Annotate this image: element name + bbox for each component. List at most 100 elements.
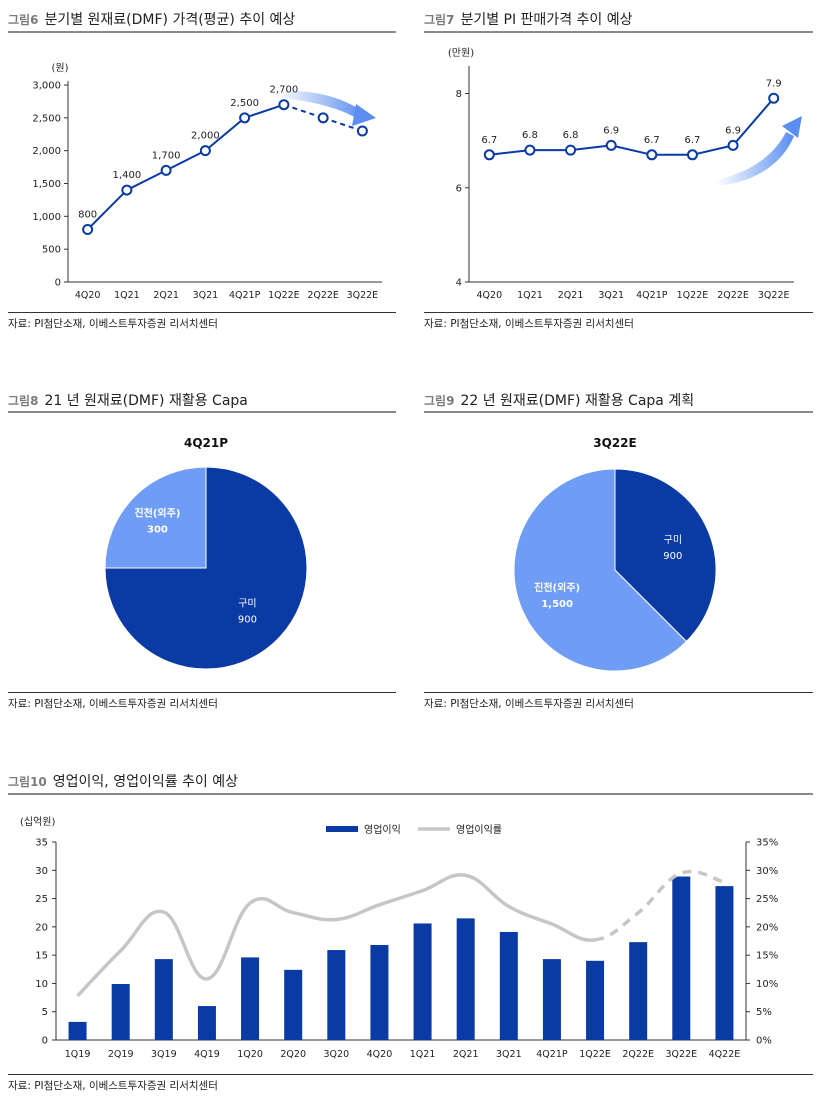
figure-7-chart: (만원) 4 6 8 4Q20 1Q21 2Q21 3Q21 4Q21P 1Q22E 2Q22E 3Q…	[448, 47, 802, 301]
y-axis-unit: (만원)	[448, 47, 474, 59]
x-tick-label: 2Q22E	[717, 290, 749, 301]
series-line-segment	[86, 189, 128, 231]
x-tick-label: 4Q21P	[636, 290, 668, 301]
legend-label-bar: 영업이익	[364, 823, 401, 836]
figure-10-bottom-rule	[8, 1074, 813, 1075]
data-label: 6.9	[725, 125, 741, 136]
x-tick-label: 3Q22E	[666, 1049, 698, 1060]
x-tick-label: 2Q22E	[622, 1049, 654, 1060]
data-label: 2,500	[230, 98, 259, 109]
y-tick-label: 0	[55, 278, 61, 289]
data-label: 6.9	[603, 125, 619, 136]
pie-title: 4Q21P	[184, 436, 228, 450]
series-line-segment	[283, 103, 324, 119]
figure-7-title: 그림7 분기별 PI 판매가격 추이 예상	[424, 9, 633, 29]
bar	[413, 923, 432, 1040]
data-label: 2,700	[270, 85, 299, 96]
series-line-segment	[322, 116, 363, 132]
y-tick-label: 25	[35, 894, 48, 905]
x-tick-label: 2Q20	[280, 1049, 306, 1060]
pie-title: 3Q22E	[593, 436, 636, 450]
x-tick-label: 4Q20	[477, 290, 503, 301]
figure-10-chart: (십억원) 0 5 10 15 20 25 30 35 0% 5% 10% 15% 20% 25% 30% 35…	[20, 816, 778, 1060]
x-tick-label: 4Q20	[367, 1049, 393, 1060]
pie-slice	[614, 468, 717, 643]
figure-7-source: 자료: PI첨단소재, 이베스트투자증권 리서치센터	[424, 318, 634, 330]
bar	[241, 957, 260, 1040]
figure-8-title: 그림8 21 년 원재료(DMF) 재활용 Capa	[8, 390, 248, 410]
bar	[370, 944, 389, 1040]
data-point	[605, 139, 617, 151]
data-label: 1,400	[113, 170, 142, 181]
x-tick-label: 3Q21	[496, 1049, 522, 1060]
data-label: 7.9	[766, 78, 782, 89]
data-label: 800	[78, 209, 97, 220]
y-tick-label: 500	[42, 245, 61, 256]
data-point	[317, 112, 329, 124]
figure-10-top-rule	[8, 793, 813, 795]
trend-arrow-body	[276, 91, 364, 120]
bar	[629, 942, 648, 1040]
bar	[284, 969, 303, 1040]
pie-slice-name: 진천(외주)	[534, 581, 580, 594]
series-line-segment	[610, 144, 653, 156]
figure-9-title: 그림9 22 년 원재료(DMF) 재활용 Capa 계획	[424, 390, 694, 410]
y-axis-unit: (원)	[51, 62, 68, 74]
x-tick-label: 2Q19	[108, 1049, 134, 1060]
x-tick-label: 3Q22E	[347, 290, 379, 301]
bar	[68, 1021, 87, 1040]
data-point	[356, 125, 368, 137]
data-label: 6.7	[481, 135, 497, 146]
y2-tick-label: 5%	[756, 1007, 772, 1018]
y2-tick-label: 10%	[756, 979, 778, 990]
legend-label-line: 영업이익률	[456, 823, 502, 836]
trend-arrow-body	[716, 132, 794, 186]
data-label: 6.8	[522, 130, 538, 141]
margin-line-solid	[76, 873, 596, 998]
pie-slice	[104, 466, 207, 569]
x-tick-label: 2Q21	[153, 290, 179, 301]
bar	[327, 950, 346, 1040]
y-tick-label: 10	[35, 979, 48, 990]
x-tick-label: 3Q22E	[758, 290, 790, 301]
y-tick-label: 1,000	[32, 212, 61, 223]
figure-10-title-text: 영업이익, 영업이익률 추이 예상	[52, 774, 239, 790]
y-tick-label: 5	[42, 1007, 48, 1018]
x-tick-label: 4Q19	[194, 1049, 220, 1060]
series-line-segment	[570, 144, 612, 152]
x-tick-label: 4Q20	[75, 290, 101, 301]
series-line-segment	[244, 103, 285, 119]
x-tick-label: 4Q21P	[536, 1049, 568, 1060]
x-tick-label: 1Q21	[517, 290, 543, 301]
figure-7-title-text: 분기별 PI 판매가격 추이 예상	[460, 12, 633, 28]
bar	[111, 983, 130, 1040]
y-tick-label: 1,500	[32, 179, 61, 190]
x-tick-label: 3Q21	[193, 290, 219, 301]
data-point	[646, 149, 658, 161]
figure-7-number: 그림7	[424, 13, 455, 27]
pie-slice-value: 900	[663, 551, 682, 562]
x-tick-label: 3Q20	[324, 1049, 350, 1060]
figure-7-top-rule	[424, 31, 813, 33]
bar	[672, 876, 691, 1040]
figure-10-title: 그림10 영업이익, 영업이익률 추이 예상	[8, 771, 238, 791]
x-tick-label: 1Q21	[114, 290, 140, 301]
data-label: 1,700	[152, 150, 181, 161]
y2-tick-label: 0%	[756, 1036, 772, 1047]
trend-arrow-head	[352, 104, 376, 126]
y-tick-label: 2,000	[32, 146, 61, 157]
x-tick-label: 3Q21	[598, 290, 624, 301]
data-point	[160, 164, 172, 176]
y-axis-unit: (십억원)	[20, 816, 56, 828]
x-tick-label: 1Q22E	[579, 1049, 611, 1060]
figure-6-bottom-rule	[8, 312, 396, 313]
data-point	[768, 92, 780, 104]
series-line-segment	[732, 97, 775, 147]
figure-10-number: 그림10	[8, 775, 47, 789]
x-tick-label: 2Q22E	[307, 290, 339, 301]
data-label: 6.8	[563, 130, 579, 141]
x-tick-label: 4Q22E	[709, 1049, 741, 1060]
y-tick-label: 30	[35, 866, 48, 877]
figure-6-chart: (원) 0 500 1,000 1,500 2,000 2,500 3,000 4Q20 1Q21…	[32, 62, 382, 301]
bar	[715, 886, 734, 1040]
